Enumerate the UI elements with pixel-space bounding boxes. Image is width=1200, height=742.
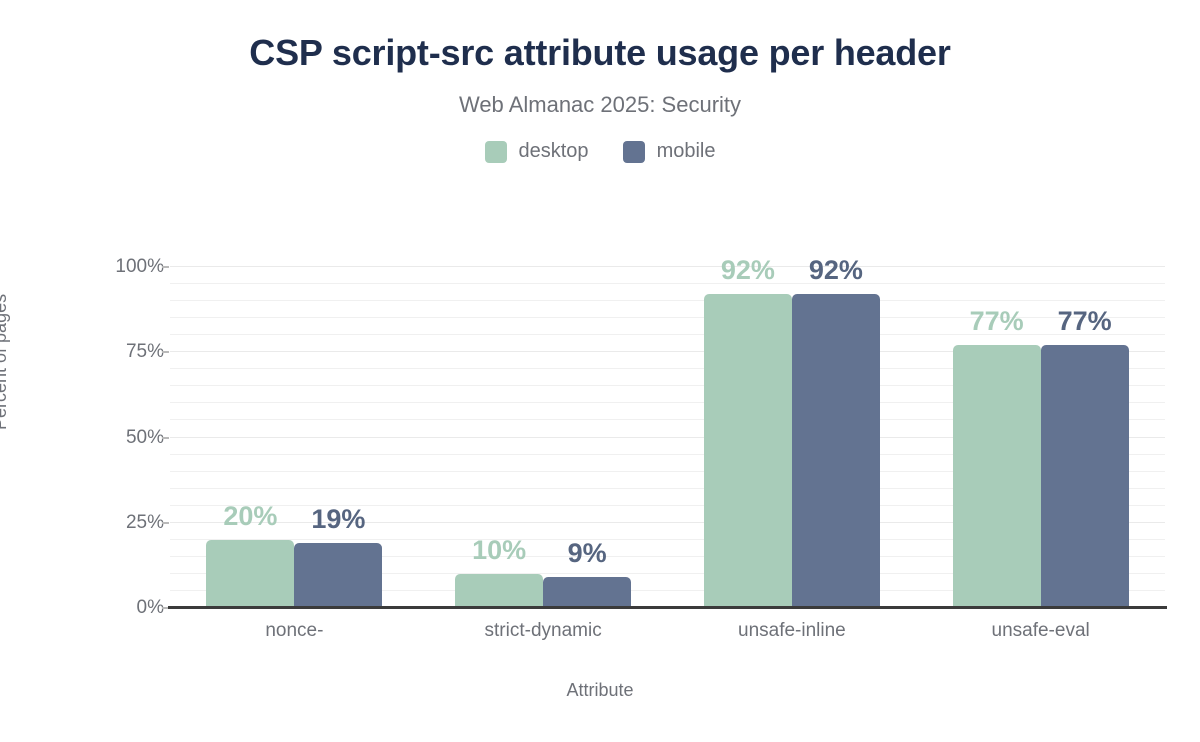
chart-title: CSP script-src attribute usage per heade… <box>249 32 951 73</box>
x-tick-label-unsafe-eval: unsafe-eval <box>991 620 1090 641</box>
bar-desktop-strict-dynamic[interactable]: 10% <box>455 535 544 608</box>
chart-legend: desktop mobile <box>0 140 1200 163</box>
x-tick-label-strict-dynamic: strict-dynamic <box>484 620 602 641</box>
bar-mobile-unsafe-inline[interactable]: 92% <box>791 255 880 608</box>
y-tick-label: 25% <box>125 511 164 533</box>
bar-desktop-nonce-[interactable]: 20% <box>206 501 295 608</box>
y-tick-label: 75% <box>125 341 164 363</box>
bar-value-label-desktop-unsafe-inline: 92% <box>720 255 775 286</box>
y-tick-label: 50% <box>125 426 164 448</box>
y-tick-mark <box>162 266 169 269</box>
x-axis-baseline <box>168 606 1167 609</box>
legend-label-desktop: desktop <box>518 140 589 162</box>
bar-value-label-mobile-unsafe-eval: 77% <box>1057 306 1112 337</box>
bar-desktop-unsafe-inline[interactable]: 92% <box>703 255 792 608</box>
x-tick-label-unsafe-inline: unsafe-inline <box>738 620 846 641</box>
bar-mobile-unsafe-eval[interactable]: 77% <box>1040 306 1129 608</box>
chart-subtitle: Web Almanac 2025: Security <box>458 92 742 117</box>
bar-value-label-mobile-nonce-: 19% <box>311 504 366 535</box>
legend-item-desktop[interactable]: desktop <box>484 140 589 163</box>
legend-item-mobile[interactable]: mobile <box>622 140 716 163</box>
y-tick-mark <box>162 521 169 524</box>
bar-mobile-nonce-[interactable]: 19% <box>294 504 383 608</box>
gridline-minor <box>170 283 1165 285</box>
gridline-major <box>170 266 1165 268</box>
bar-desktop-unsafe-eval[interactable]: 77% <box>952 306 1041 608</box>
y-tick-mark <box>162 351 169 354</box>
bar-value-label-mobile-unsafe-inline: 92% <box>808 255 863 286</box>
bar-value-label-desktop-strict-dynamic: 10% <box>472 534 527 565</box>
gridline-minor <box>170 300 1165 302</box>
legend-label-mobile: mobile <box>656 140 716 162</box>
x-axis-title: Attribute <box>566 680 634 700</box>
legend-swatch-desktop <box>484 140 507 163</box>
y-tick-label: 100% <box>115 256 164 278</box>
y-axis-title: Percent of pages <box>0 293 10 430</box>
y-tick-mark <box>162 436 169 439</box>
legend-swatch-mobile <box>622 140 645 163</box>
bar-mobile-strict-dynamic[interactable]: 9% <box>543 538 632 608</box>
y-tick-label: 0% <box>136 597 164 618</box>
bar-value-label-mobile-strict-dynamic: 9% <box>567 538 607 569</box>
plot-area: 20% 19% 10% 9% 92% 92% 77% 77% <box>170 250 1165 608</box>
y-tick-mark <box>162 607 169 609</box>
bar-value-label-desktop-nonce-: 20% <box>223 500 278 531</box>
x-tick-label-nonce-: nonce- <box>265 620 324 641</box>
bar-value-label-desktop-unsafe-eval: 77% <box>969 306 1024 337</box>
